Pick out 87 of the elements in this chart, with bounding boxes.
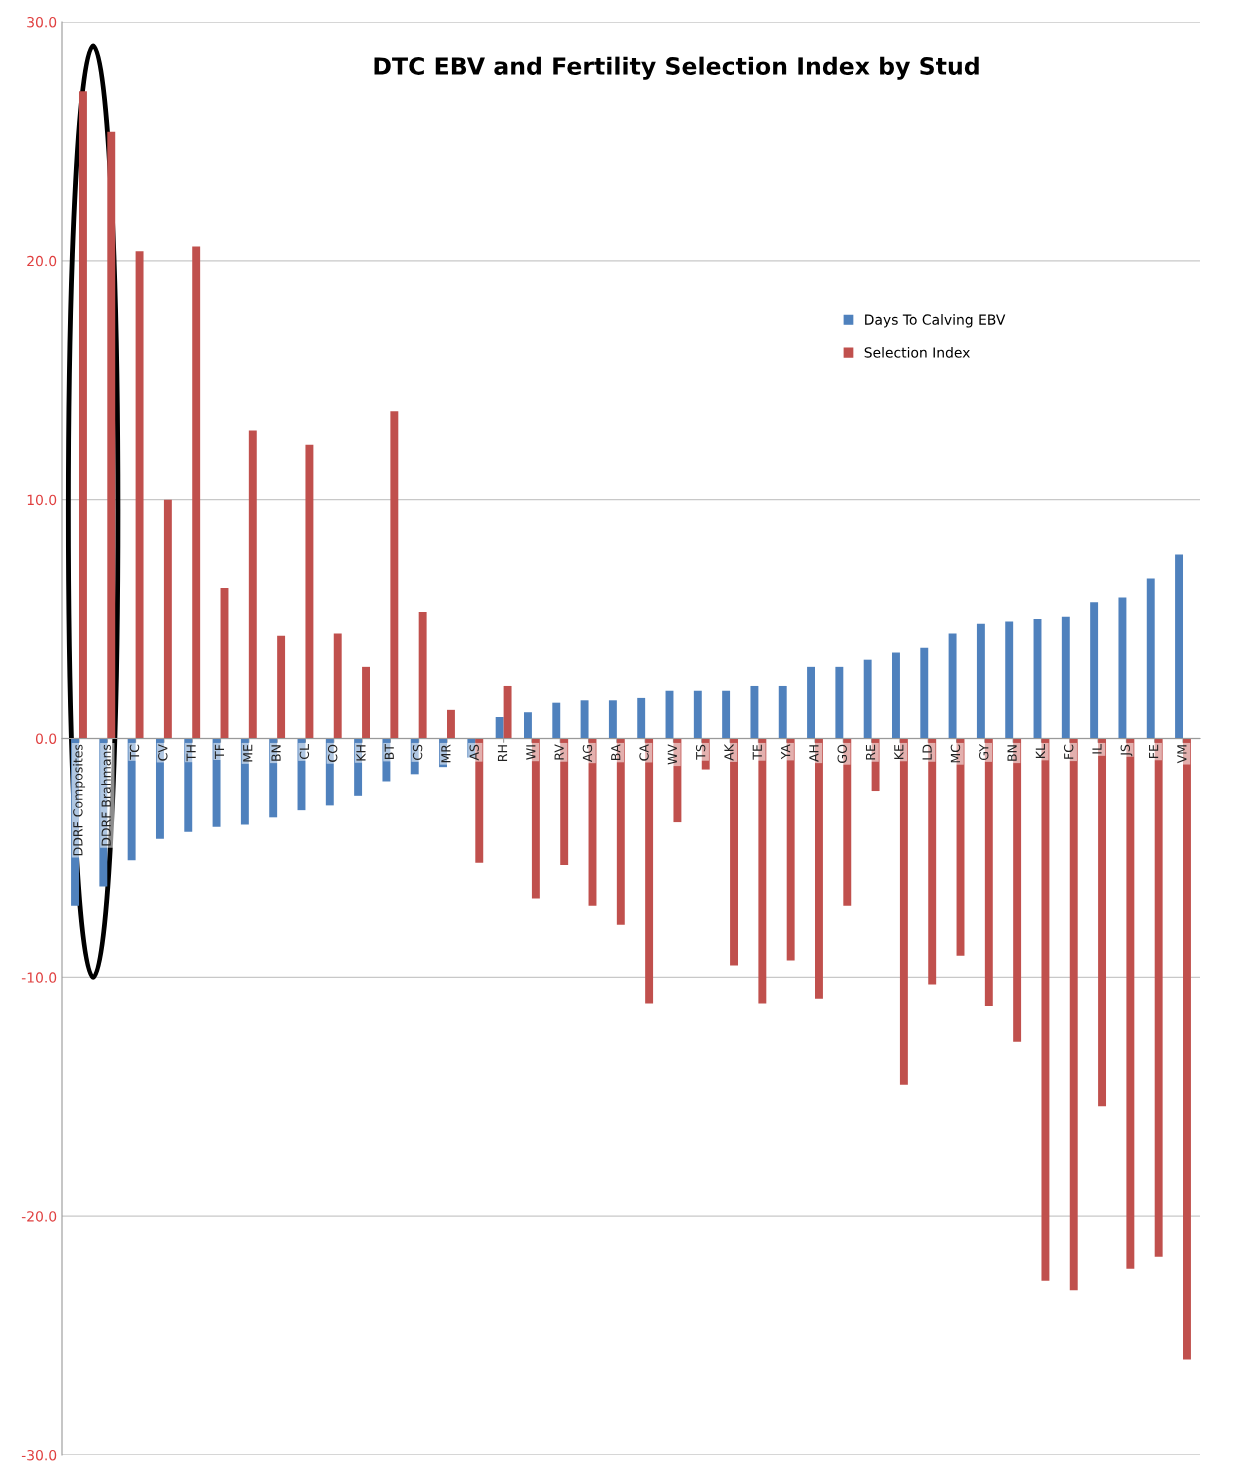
bar — [362, 666, 370, 739]
bar — [1005, 621, 1014, 739]
x-tick-label: FC — [1063, 744, 1074, 759]
bar — [1090, 602, 1099, 739]
bar — [608, 700, 617, 739]
bar — [693, 690, 702, 739]
bar — [722, 690, 731, 739]
bar — [1175, 554, 1184, 739]
bar — [418, 611, 427, 739]
x-tick-label: YA — [781, 744, 791, 760]
y-tick-label: -10.0 — [21, 972, 57, 983]
bar — [447, 709, 455, 739]
x-tick-label: LD — [922, 744, 932, 760]
x-tick-label: CS — [412, 744, 423, 761]
x-tick-label: KE — [894, 744, 904, 759]
bar — [552, 702, 561, 739]
x-tick-label: DDRF Brahmans — [101, 744, 111, 846]
x-tick-label: TF — [214, 744, 224, 759]
x-tick-label: GY — [979, 744, 989, 761]
x-tick-label: VM — [1177, 745, 1187, 764]
x-tick-label: WI — [526, 745, 536, 760]
x-tick-label: CO — [327, 744, 338, 762]
bar — [135, 251, 144, 739]
x-tick-label: CV — [158, 744, 168, 761]
x-tick-label: MC — [950, 744, 961, 763]
x-tick-label: ME — [243, 744, 253, 762]
x-tick-label: AG — [582, 745, 593, 762]
x-tick-label: KL — [1035, 744, 1045, 758]
text: DTC EBV and Fertility Selection Index by Stud — [374, 56, 979, 80]
bar — [1061, 616, 1070, 739]
x-tick-label: RH — [497, 745, 508, 761]
x-tick-label: BA — [611, 744, 621, 760]
y-tick-label: 20.0 — [27, 255, 57, 267]
x-tick-label: MR — [441, 744, 451, 763]
x-tick-label: BN — [271, 745, 281, 761]
y-tick-label: -20.0 — [21, 1211, 57, 1222]
y-tick-label: 30.0 — [27, 16, 57, 28]
x-tick-label: TH — [186, 745, 196, 762]
bar — [192, 246, 201, 739]
x-tick-label: BT — [384, 744, 394, 760]
x-tick-label: TE — [752, 744, 762, 760]
bar — [523, 712, 532, 739]
x-tick-label: RV — [554, 744, 564, 760]
bar — [976, 623, 985, 739]
bar — [248, 430, 257, 739]
bar — [78, 91, 87, 739]
bar — [305, 444, 314, 739]
bar — [1146, 578, 1155, 739]
bar — [948, 633, 957, 739]
x-tick-label: KH — [356, 745, 366, 761]
x-tick-label: FE — [1149, 744, 1159, 758]
x-tick-label: JS — [1120, 744, 1133, 757]
y-tick-label: 10.0 — [27, 494, 57, 506]
bar — [107, 131, 116, 739]
x-tick-label: GO — [837, 744, 847, 763]
x-tick-label: CA — [639, 744, 649, 761]
x-tick-label: AK — [724, 743, 734, 761]
bar — [863, 659, 872, 739]
bar — [778, 685, 787, 739]
x-tick-label: TC — [129, 744, 140, 760]
y-tick-label: -30.0 — [21, 1449, 57, 1461]
bar — [835, 666, 844, 739]
bar — [333, 633, 342, 739]
y-tick-label: 0.0 — [35, 733, 57, 744]
x-tick-label: WV — [667, 744, 677, 765]
x-tick-label: BN — [1007, 745, 1017, 761]
bar — [503, 685, 512, 739]
x-tick-label: DDRF Composites — [72, 744, 86, 856]
bar — [750, 685, 759, 739]
legend-label: Selection Index — [864, 346, 970, 358]
bar — [390, 411, 399, 739]
bar — [807, 666, 815, 739]
bar — [920, 647, 929, 739]
bar — [163, 499, 172, 739]
bar — [1118, 597, 1127, 739]
x-tick-label: CL — [299, 744, 310, 760]
bar — [495, 717, 504, 739]
x-tick-label: IL — [1092, 744, 1102, 754]
bar — [580, 700, 589, 739]
bar — [892, 652, 900, 739]
x-tick-label: AS — [469, 744, 479, 761]
x-tick-label: TS — [695, 744, 706, 760]
x-tick-label: RE — [865, 744, 876, 760]
legend-label: Days To Calving EBV — [865, 314, 1006, 328]
x-tick-label: AH — [809, 745, 819, 762]
bar — [277, 635, 286, 739]
bar — [637, 697, 646, 739]
